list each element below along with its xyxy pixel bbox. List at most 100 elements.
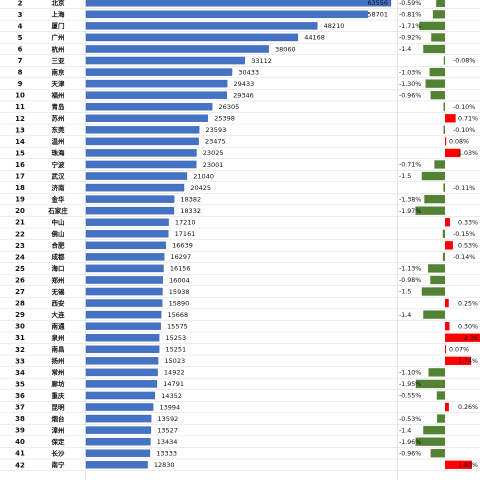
value-label: 15938 (169, 288, 190, 296)
value-label: 16297 (171, 253, 192, 261)
value-label: 23025 (203, 149, 224, 157)
table-row: 9 天津 29433 -1.30% (0, 79, 480, 90)
change-label: -0.96% (399, 450, 421, 457)
change-label: -1.95% (399, 381, 421, 388)
value-bar (85, 287, 163, 296)
rank-label: 2 (18, 0, 23, 7)
change-bar (424, 194, 445, 204)
change-label: -0.11% (453, 185, 475, 192)
change-label: 2.36 (464, 335, 478, 342)
change-bar (430, 91, 445, 100)
rank-label: 16 (15, 161, 25, 169)
table-row: 22 佛山 17161 -0.15% (0, 229, 480, 240)
value-bar (85, 461, 148, 469)
rank-label: 32 (15, 346, 25, 354)
table-row: 4 厦门 48210 -1.71% (0, 21, 480, 32)
change-bar (421, 287, 445, 296)
change-bar (445, 137, 447, 146)
city-label: 三亚 (52, 57, 66, 65)
value-bar (85, 310, 162, 319)
value-label: 14791 (163, 380, 184, 388)
rank-label: 25 (15, 265, 25, 273)
rank-label: 3 (18, 11, 23, 19)
table-row: 3 上海 58701 -0.81% (0, 10, 480, 21)
city-label: 烟台 (52, 414, 66, 423)
table-row: 17 武汉 21040 -1.5 (0, 171, 480, 183)
value-bar (85, 22, 318, 30)
change-bar (437, 414, 445, 423)
value-label: 16004 (169, 276, 190, 284)
rank-label: 40 (15, 438, 25, 446)
table-row: 23 合肥 16639 0.53% (0, 241, 480, 252)
value-label: 15668 (168, 311, 189, 319)
change-bar (431, 33, 445, 42)
value-bar (85, 183, 185, 192)
change-label: 0.08% (449, 139, 469, 146)
value-bar (85, 230, 169, 238)
city-label: 海口 (52, 264, 65, 273)
change-bar (445, 298, 449, 308)
rank-label: 20 (15, 207, 25, 215)
value-bar (85, 56, 246, 65)
value-bar (85, 160, 197, 169)
table-row: 14 温州 23475 0.08% (0, 137, 480, 148)
value-bar (85, 299, 163, 307)
city-label: 南宁 (52, 460, 66, 469)
rank-label: 28 (15, 300, 25, 308)
value-label: 16639 (172, 242, 193, 250)
change-bar (429, 67, 445, 77)
value-label: 21040 (193, 172, 214, 180)
table-row: 19 金华 18382 -1.38% (0, 194, 480, 206)
table-row: 33 扬州 15023 1.74% (0, 356, 480, 367)
rank-label: 27 (15, 288, 25, 296)
change-bar (445, 218, 450, 227)
change-label: -1.10% (399, 370, 421, 377)
city-label: 长沙 (52, 449, 66, 458)
table-row: 35 廊坊 14791 -1.95% (0, 379, 480, 390)
value-label: 48210 (324, 22, 345, 30)
change-bar (436, 391, 445, 400)
change-bar (443, 125, 445, 134)
value-bar (85, 0, 392, 7)
change-bar (445, 241, 453, 250)
change-bar (445, 345, 447, 354)
city-label: 杭州 (52, 44, 65, 53)
value-label: 58701 (367, 11, 388, 19)
change-label: 0.30% (458, 323, 478, 330)
table-row: 5 广州 44168 -0.92% (0, 33, 480, 44)
change-label: -1.5 (399, 289, 411, 296)
value-bar (85, 45, 269, 53)
change-label: -0.10% (453, 127, 475, 134)
change-label: -0.81% (399, 12, 421, 19)
rank-label: 8 (18, 69, 23, 77)
change-label: -0.55% (399, 393, 421, 400)
city-label: 南通 (52, 321, 66, 330)
table-row: 12 苏州 25398 0.71% (0, 114, 480, 125)
value-bar (85, 426, 152, 434)
city-label: 昆明 (52, 402, 66, 411)
value-bar (85, 114, 209, 122)
table-row: 29 大连 15668 -1.4 (0, 310, 480, 321)
change-label: -0.98% (399, 277, 421, 284)
value-label: 44168 (304, 34, 325, 42)
change-label: -0.53% (399, 416, 421, 423)
rank-label: 9 (18, 80, 23, 88)
value-label: 18382 (181, 195, 202, 203)
value-label: 15023 (164, 357, 185, 365)
change-bar (445, 356, 472, 365)
rank-label: 4 (18, 22, 23, 30)
value-bar (85, 414, 152, 423)
value-bar (85, 149, 197, 157)
table-row: 30 南通 15575 0.30% (0, 321, 480, 333)
rank-label: 14 (15, 138, 25, 146)
value-label: 14922 (164, 369, 185, 377)
city-label: 大连 (52, 310, 66, 319)
value-label: 15575 (167, 322, 188, 330)
city-label: 苏州 (52, 114, 65, 123)
value-label: 29433 (234, 80, 255, 88)
city-label: 广州 (52, 33, 65, 42)
value-bar (85, 195, 175, 203)
table-row: 39 漳州 13527 -1.4 (0, 425, 480, 437)
city-label: 福州 (51, 90, 65, 99)
